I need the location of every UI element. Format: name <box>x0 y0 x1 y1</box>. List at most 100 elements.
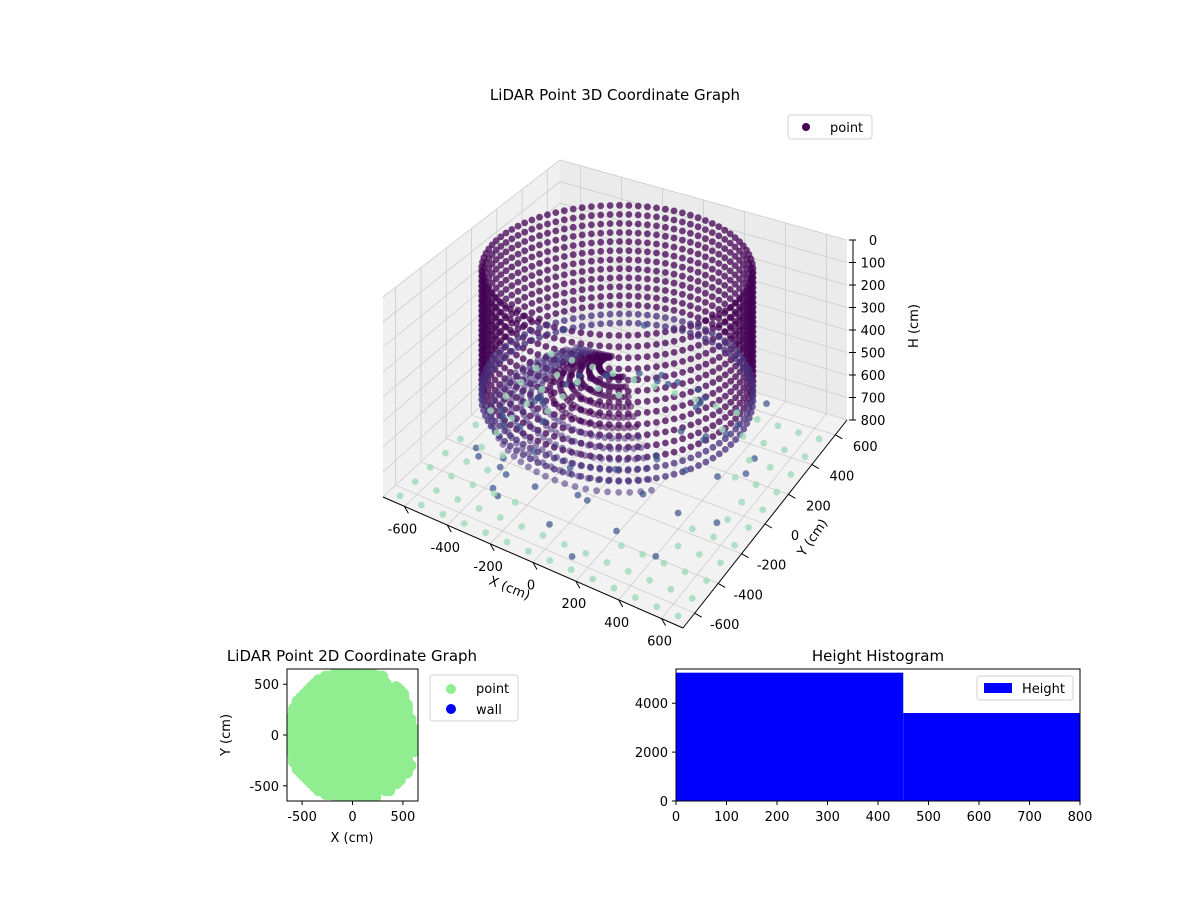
data-point <box>439 510 447 518</box>
data-point <box>653 407 660 415</box>
data-point <box>715 305 723 313</box>
data-point <box>687 366 695 374</box>
data-point <box>615 354 623 362</box>
data-point <box>695 440 702 448</box>
data-point <box>539 532 547 539</box>
data-point <box>586 330 594 338</box>
data-point <box>731 262 739 269</box>
data-point <box>774 422 782 430</box>
data-point <box>502 352 510 359</box>
data-point <box>528 216 536 224</box>
data-point <box>604 488 611 496</box>
data-point <box>702 262 709 270</box>
data-point <box>670 360 678 367</box>
data-point <box>731 346 739 353</box>
data-point <box>740 425 748 433</box>
data-point <box>760 439 768 447</box>
data-point <box>581 430 589 437</box>
data-point <box>679 254 686 262</box>
data-point <box>670 459 678 467</box>
data-point <box>578 462 586 470</box>
data-point <box>634 202 642 210</box>
data-point <box>634 398 642 406</box>
data-point <box>624 567 632 575</box>
data-point <box>552 319 560 327</box>
data-point <box>536 269 543 277</box>
data-point <box>709 368 717 375</box>
data-point <box>679 209 686 217</box>
data-point <box>694 232 702 240</box>
data-point <box>569 287 577 295</box>
data-point <box>734 421 742 429</box>
data-point <box>643 409 651 416</box>
data-point <box>745 414 753 422</box>
data-point <box>653 222 660 230</box>
data-point <box>628 434 636 442</box>
data-point <box>578 313 586 321</box>
data-point <box>584 474 592 482</box>
data-point <box>560 280 568 288</box>
data-point <box>644 311 651 319</box>
data-point <box>625 265 633 273</box>
data-point <box>731 541 738 549</box>
data-point <box>624 393 632 400</box>
data-point <box>625 238 633 246</box>
data-point <box>714 473 721 480</box>
data-point <box>530 448 538 455</box>
data-point <box>653 249 660 257</box>
data-point <box>624 332 632 339</box>
data-point <box>679 218 686 226</box>
data-point <box>521 284 529 292</box>
data-point <box>687 211 694 219</box>
data-point <box>545 450 553 458</box>
data-point <box>687 320 694 328</box>
data-point <box>726 323 734 330</box>
data-point <box>575 372 583 380</box>
data-point <box>536 232 543 240</box>
data-point <box>597 311 605 319</box>
data-point <box>702 458 710 466</box>
data-point <box>569 214 577 222</box>
data-point <box>625 229 633 237</box>
data-point <box>644 284 651 292</box>
data-point <box>727 441 735 448</box>
data-point <box>502 286 510 293</box>
data-point <box>653 204 660 212</box>
data-point <box>514 260 522 267</box>
data-point <box>736 389 744 397</box>
data-point <box>518 445 526 452</box>
data-point <box>694 268 702 276</box>
data-point <box>815 435 823 443</box>
data-point <box>597 238 605 246</box>
data-point <box>565 470 573 477</box>
data-point <box>547 463 555 471</box>
data-point <box>559 420 567 428</box>
data-point <box>662 269 669 276</box>
data-point <box>492 341 500 349</box>
data-point <box>599 444 607 452</box>
data-point <box>578 213 586 221</box>
data-point <box>653 441 660 449</box>
data-point <box>488 279 496 287</box>
data-point <box>497 514 504 521</box>
data-point <box>679 346 686 354</box>
data-point <box>485 341 493 349</box>
data-point <box>715 260 723 267</box>
data-point <box>662 314 669 321</box>
data-point <box>488 317 496 325</box>
x-tick-label: 600 <box>967 810 992 825</box>
data-point <box>721 291 729 299</box>
data-point <box>506 421 514 429</box>
data-point <box>606 238 614 246</box>
data-point <box>521 256 529 264</box>
data-point <box>514 232 522 239</box>
data-point <box>478 390 486 398</box>
data-point <box>749 403 756 411</box>
data-point <box>552 245 560 253</box>
x-tick-label: -600 <box>388 522 418 537</box>
data-point <box>521 238 529 245</box>
data-point <box>560 271 568 279</box>
data-point <box>514 288 522 295</box>
data-point <box>616 256 623 263</box>
data-point <box>588 239 595 247</box>
